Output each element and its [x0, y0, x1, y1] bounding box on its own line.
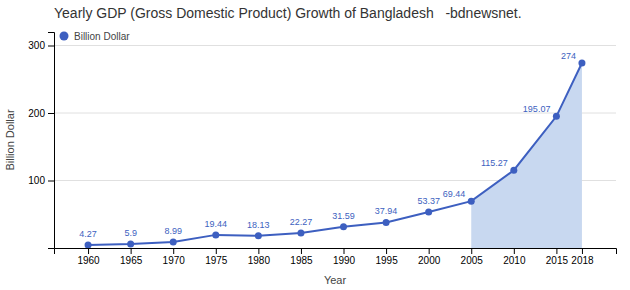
y-tick-label: 200 — [28, 108, 45, 119]
x-tick-label: 2018 — [571, 255, 594, 266]
x-tick: 2005 — [461, 248, 484, 266]
y-tick-label: 300 — [28, 40, 45, 51]
data-label: 274 — [561, 51, 576, 61]
x-tick-label: 2015 — [546, 255, 569, 266]
data-label: 37.94 — [375, 206, 398, 216]
x-tick-mark — [88, 248, 89, 254]
x-tick-mark — [301, 248, 302, 254]
y-tick: 100 — [28, 175, 54, 186]
marker — [468, 198, 475, 205]
marker — [85, 242, 92, 248]
marker — [212, 231, 219, 238]
x-tick-mark — [471, 248, 472, 254]
x-tick-mark — [429, 248, 430, 254]
marker — [297, 229, 304, 236]
x-tick-label: 1975 — [205, 255, 228, 266]
data-label: 18.13 — [247, 220, 270, 230]
x-tick-mark — [582, 248, 583, 254]
x-tick-mark — [173, 248, 174, 254]
x-tick-label: 1965 — [120, 255, 143, 266]
x-tick-mark — [386, 248, 387, 254]
y-tick: 300 — [28, 40, 54, 51]
marker — [510, 167, 517, 174]
data-label: 195.07 — [523, 104, 551, 114]
x-tick-label: 2000 — [418, 255, 441, 266]
marker — [383, 219, 390, 226]
x-axis-line — [55, 249, 617, 255]
grid-line — [54, 45, 616, 46]
marker — [255, 232, 262, 239]
x-tick-label: 2010 — [503, 255, 526, 266]
x-tick-mark — [514, 248, 515, 254]
x-tick-label: 1995 — [375, 255, 398, 266]
y-tick-mark — [48, 46, 54, 47]
x-tick: 2015 — [546, 248, 569, 266]
x-tick-mark — [344, 248, 345, 254]
plot-area — [85, 60, 586, 248]
x-tick-label: 1980 — [248, 255, 271, 266]
x-tick-mark — [556, 248, 557, 254]
y-axis-title: Billion Dollar — [4, 109, 16, 170]
x-tick-label: 1970 — [163, 255, 186, 266]
legend-label: Billion Dollar — [74, 31, 130, 42]
x-tick: 2010 — [503, 248, 526, 266]
y-tick-label: 100 — [28, 175, 45, 186]
data-label: 115.27 — [481, 158, 508, 168]
x-tick: 2000 — [418, 248, 441, 266]
title: Yearly GDP (Gross Domestic Product) Grow… — [54, 5, 522, 21]
chart: Yearly GDP (Gross Domestic Product) Grow… — [0, 0, 630, 290]
x-tick-label: 1985 — [290, 255, 313, 266]
marker — [553, 113, 560, 120]
y-axis: 100 200 300 — [28, 33, 54, 249]
data-label: 69.44 — [443, 189, 466, 199]
data-label: 19.44 — [205, 219, 228, 229]
marker — [578, 60, 585, 67]
x-tick-mark — [258, 248, 259, 254]
x-axis-title: Year — [324, 274, 347, 286]
marker — [127, 241, 134, 248]
x-tick: 1975 — [205, 248, 228, 266]
marker — [340, 223, 347, 230]
marker — [170, 238, 177, 245]
x-axis: 1960 1965 1970 1975 1980 1985 1990 1995 2000 2005… — [55, 248, 617, 266]
legend-swatch — [60, 32, 69, 41]
x-tick: 1990 — [333, 248, 356, 266]
x-tick: 1960 — [77, 248, 100, 266]
data-label: 22.27 — [290, 217, 313, 227]
x-tick-mark — [216, 248, 217, 254]
x-tick: 1985 — [290, 248, 313, 266]
x-tick: 2018 — [571, 248, 594, 266]
x-tick-label: 1960 — [77, 255, 100, 266]
y-axis-line — [48, 33, 55, 249]
x-tick: 1970 — [163, 248, 186, 266]
x-tick: 1965 — [120, 248, 143, 266]
data-label: 5.9 — [124, 228, 137, 238]
x-tick-label: 1990 — [333, 255, 356, 266]
legend: Billion Dollar — [60, 31, 131, 42]
marker — [425, 208, 432, 215]
data-label: 8.99 — [164, 226, 182, 236]
y-tick: 200 — [28, 108, 54, 119]
data-labels: 4.27 5.9 8.99 19.44 18.13 22.27 31.59 37.94 53.3… — [79, 51, 576, 239]
line — [88, 63, 582, 245]
data-label: 4.27 — [79, 229, 97, 239]
x-tick-mark — [131, 248, 132, 254]
data-label: 53.37 — [417, 196, 440, 206]
x-tick: 1980 — [248, 248, 271, 266]
data-label: 31.59 — [332, 211, 355, 221]
y-tick-mark — [48, 181, 54, 182]
x-tick: 1995 — [375, 248, 398, 266]
y-tick-mark — [48, 113, 54, 114]
x-tick-label: 2005 — [461, 255, 484, 266]
